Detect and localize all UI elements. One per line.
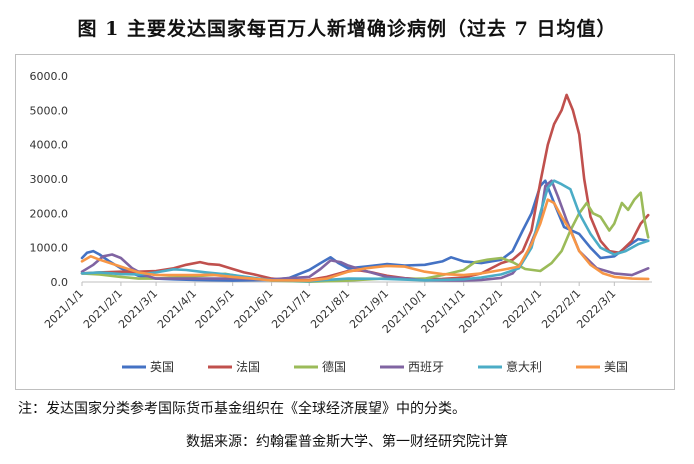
x-tick-label: 2022/3/1 xyxy=(574,287,618,331)
y-tick-label: 1000.0 xyxy=(30,242,69,255)
series-line-美国 xyxy=(80,198,650,282)
y-tick-label: 6000.0 xyxy=(30,70,69,83)
y-tick-label: 2000.0 xyxy=(30,207,69,220)
figure-title: 图 1 主要发达国家每百万人新增确诊病例（过去 7 日均值） xyxy=(77,18,617,40)
series-line-英国 xyxy=(80,179,650,282)
series-line-意大利 xyxy=(80,179,650,283)
legend-label: 西班牙 xyxy=(408,360,444,374)
x-tick-label: 2021/5/1 xyxy=(193,287,237,331)
y-tick-label: 3000.0 xyxy=(30,173,69,186)
y-tick-label: 4000.0 xyxy=(30,139,69,152)
legend-label: 美国 xyxy=(604,360,628,374)
x-tick-label: 2021/6/1 xyxy=(232,287,276,331)
footnote: 注：发达国家分类参考国际货币基金组织在《全球经济展望》中的分类。 xyxy=(18,401,466,417)
series-line-法国 xyxy=(80,93,650,282)
x-tick-label: 2021/4/1 xyxy=(155,287,199,331)
legend-label: 德国 xyxy=(322,359,346,374)
y-tick-label: 0.0 xyxy=(51,276,69,289)
x-tick-label: 2021/7/1 xyxy=(269,287,313,331)
chart-frame xyxy=(15,54,675,390)
legend-label: 英国 xyxy=(150,360,174,374)
data-source: 数据来源：约翰霍普金斯大学、第一财经研究院计算 xyxy=(186,434,508,450)
legend-label: 意大利 xyxy=(506,359,542,374)
x-tick-label: 2021/3/1 xyxy=(116,287,160,331)
legend-label: 法国 xyxy=(236,360,260,374)
x-tick-label: 2021/1/1 xyxy=(42,287,86,331)
x-tick-label: 2021/8/1 xyxy=(308,287,352,331)
x-tick-label: 2022/1/1 xyxy=(500,287,544,331)
y-tick-label: 5000.0 xyxy=(30,104,69,117)
